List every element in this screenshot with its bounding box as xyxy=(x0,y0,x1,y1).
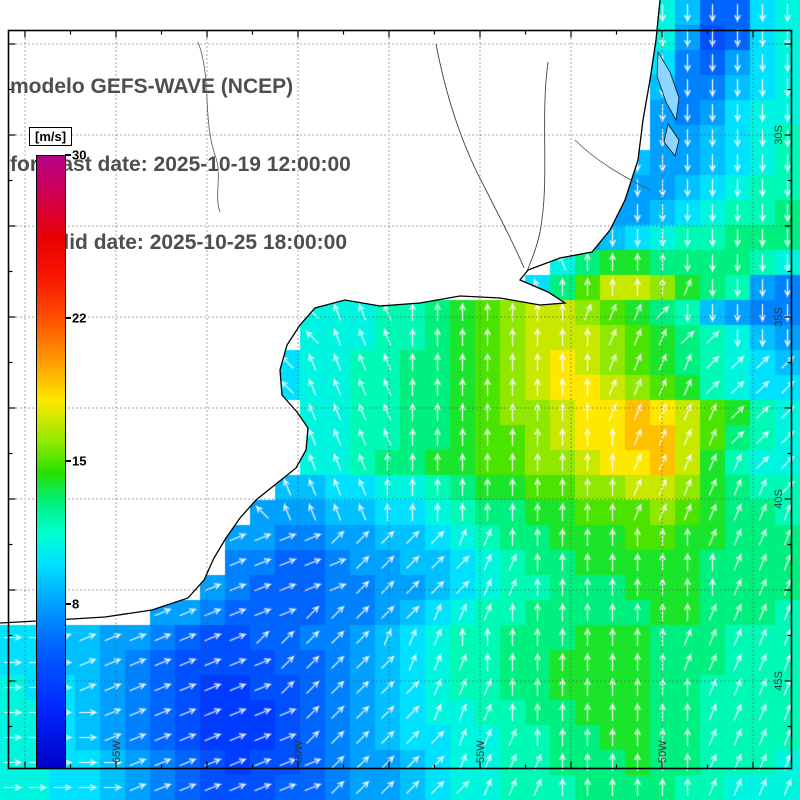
lon-label: 65W xyxy=(111,740,123,763)
coastal-lagoons xyxy=(656,50,680,157)
lon-label: 50W xyxy=(657,740,669,763)
legend-tick-mark xyxy=(65,460,71,462)
legend-tick-mark xyxy=(65,602,71,605)
land-mass xyxy=(0,0,660,623)
valid-date: valid date: 2025-10-25 18:00:00 xyxy=(40,231,348,254)
legend-colorbar xyxy=(36,155,66,769)
legend-tick-label: 8 xyxy=(72,596,80,612)
border-line xyxy=(197,41,221,213)
latitude-labels: 30S 35S 40S 45S xyxy=(773,125,785,691)
legend-tick-label: 15 xyxy=(72,453,87,469)
lagoon-shape xyxy=(656,50,680,122)
lon-label: 60W xyxy=(293,740,305,763)
river-line xyxy=(526,61,549,273)
frame-ticks xyxy=(8,30,792,769)
lagoon-shape xyxy=(663,123,680,157)
lon-label: 55W xyxy=(475,740,487,763)
lat-label: 30S xyxy=(773,125,785,145)
legend-tick-label: 22 xyxy=(72,310,87,326)
grid-lines xyxy=(8,30,792,769)
legend-tick-mark xyxy=(65,317,71,320)
legend-unit-label: [m/s] xyxy=(29,127,73,146)
legend-tick-mark xyxy=(65,154,71,156)
longitude-labels: 65W 60W 55W 50W xyxy=(111,740,669,763)
lat-label: 35S xyxy=(773,307,785,327)
river-line xyxy=(435,43,525,269)
coastline xyxy=(0,0,661,624)
border-line xyxy=(574,139,651,191)
lat-label: 45S xyxy=(773,671,785,691)
model-title: modelo GEFS-WAVE (NCEP) xyxy=(10,75,294,98)
lat-label: 40S xyxy=(773,489,785,509)
legend-tick-label: 30 xyxy=(72,147,87,163)
map-frame xyxy=(7,29,793,770)
